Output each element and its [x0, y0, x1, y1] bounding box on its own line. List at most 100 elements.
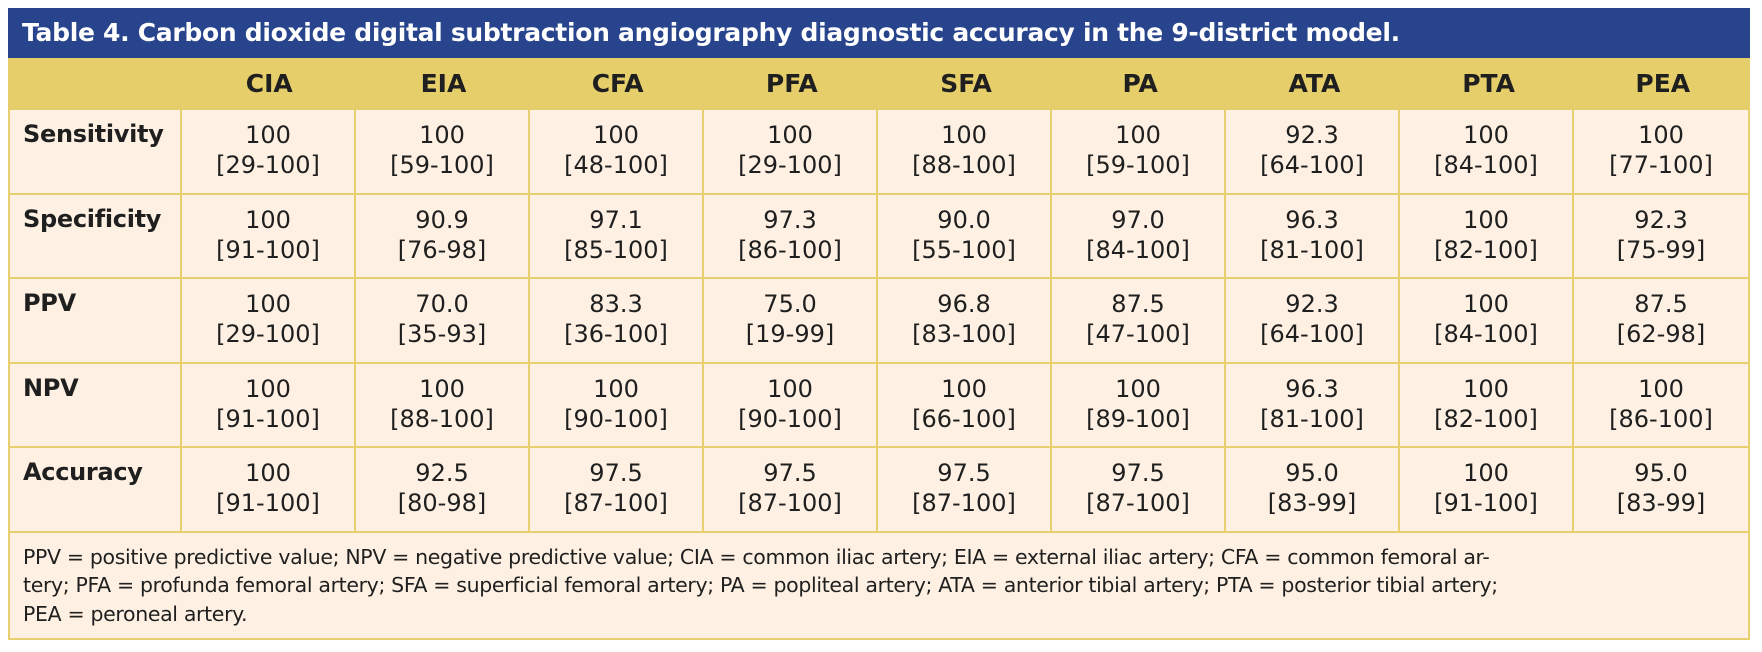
cell-value: 97.0	[1111, 205, 1165, 234]
cell-confidence-interval: [89-100]	[1086, 404, 1190, 433]
column-header-pea: PEA	[1635, 69, 1691, 98]
table-cell: 100 [48-100]	[530, 110, 705, 193]
cell-value: 100	[245, 459, 291, 487]
table-cell: 70.0 [35-93]	[356, 279, 531, 362]
cell-value: 97.1	[589, 205, 643, 234]
cell-confidence-interval: [59-100]	[1086, 151, 1190, 179]
table-cell: 97.5 [87-100]	[1052, 448, 1227, 531]
column-header-blank	[8, 58, 182, 110]
cell-confidence-interval: [48-100]	[564, 151, 668, 179]
column-header-cia: CIA	[245, 69, 293, 98]
cell-value: 100	[1115, 374, 1161, 403]
cell-value: 96.8	[937, 290, 991, 318]
table-cell: 100 [91-100]	[182, 194, 357, 277]
table-title: Table 4. Carbon dioxide digital subtract…	[8, 8, 1750, 58]
row-label: Specificity	[10, 194, 183, 277]
footnote-line: PEA = peroneal artery.	[23, 601, 248, 626]
cell-value: 100	[593, 374, 639, 403]
cell-value: 95.0	[1634, 459, 1688, 487]
cell-confidence-interval: [90-100]	[564, 404, 668, 433]
table-cell: 100 [29-100]	[182, 110, 357, 193]
column-header-pa: PA	[1122, 69, 1158, 98]
cell-confidence-interval: [66-100]	[912, 404, 1016, 433]
cell-value: 92.5	[415, 459, 469, 487]
row-label: Accuracy	[10, 448, 183, 531]
cell-value: 100	[419, 374, 465, 403]
table-cell: 100 [84-100]	[1400, 279, 1575, 362]
table-cell: 100 [86-100]	[1574, 364, 1748, 447]
table-cell: 97.1 [85-100]	[530, 194, 705, 277]
cell-value: 87.5	[1111, 290, 1165, 318]
cell-value: 90.0	[937, 205, 991, 234]
column-header-sfa: SFA	[940, 69, 992, 98]
table-cell: 90.9 [76-98]	[356, 194, 531, 277]
cell-confidence-interval: [62-98]	[1616, 320, 1706, 348]
cell-value: 100	[1115, 121, 1161, 149]
cell-value: 100	[245, 290, 291, 318]
cell-confidence-interval: [86-100]	[738, 235, 842, 264]
cell-confidence-interval: [81-100]	[1260, 235, 1364, 264]
cell-value: 97.5	[589, 459, 643, 487]
cell-confidence-interval: [19-99]	[745, 320, 835, 348]
cell-value: 100	[593, 121, 639, 149]
cell-confidence-interval: [55-100]	[912, 235, 1016, 264]
cell-value: 100	[767, 121, 813, 149]
table-cell: 100 [82-100]	[1400, 194, 1575, 277]
cell-confidence-interval: [88-100]	[912, 151, 1016, 179]
cell-confidence-interval: [82-100]	[1434, 235, 1538, 264]
table-cell: 100 [59-100]	[1052, 110, 1227, 193]
cell-confidence-interval: [81-100]	[1260, 404, 1364, 433]
table-cell: 95.0 [83-99]	[1574, 448, 1748, 531]
cell-confidence-interval: [29-100]	[738, 151, 842, 179]
table-cell: 100 [77-100]	[1574, 110, 1748, 193]
table-cell: 97.5 [87-100]	[530, 448, 705, 531]
cell-value: 92.3	[1285, 121, 1339, 149]
cell-value: 87.5	[1634, 290, 1688, 318]
table-cell: 97.0 [84-100]	[1052, 194, 1227, 277]
column-header-cfa: CFA	[591, 69, 644, 98]
cell-value: 96.3	[1285, 374, 1339, 403]
table-cell: 100 [89-100]	[1052, 363, 1227, 446]
cell-value: 83.3	[589, 290, 643, 318]
cell-confidence-interval: [83-100]	[912, 320, 1016, 348]
table-cell: 100 [66-100]	[878, 363, 1053, 446]
table-cell: 83.3 [36-100]	[530, 279, 705, 362]
cell-confidence-interval: [91-100]	[216, 235, 320, 264]
cell-value: 100	[1463, 121, 1509, 149]
cell-value: 100	[1463, 374, 1509, 403]
cell-value: 100	[1638, 121, 1684, 149]
cell-confidence-interval: [84-100]	[1434, 151, 1538, 179]
cell-value: 92.3	[1285, 290, 1339, 318]
column-header-eia: EIA	[420, 69, 467, 98]
table-body: Sensitivity 100 [29-100] 100 [59-100] 100 [48-…	[8, 110, 1750, 533]
cell-value: 100	[1463, 459, 1509, 487]
cell-value: 100	[1463, 205, 1509, 234]
cell-confidence-interval: [76-98]	[397, 235, 487, 264]
table-cell: 87.5 [47-100]	[1052, 279, 1227, 362]
table-cell: 97.5 [87-100]	[878, 448, 1053, 531]
row-label: Sensitivity	[10, 110, 183, 193]
cell-confidence-interval: [91-100]	[1434, 489, 1538, 517]
data-table: Table 4. Carbon dioxide digital subtract…	[8, 8, 1750, 640]
table-cell: 100 [90-100]	[704, 363, 879, 446]
cell-confidence-interval: [83-99]	[1267, 489, 1357, 517]
column-header-pfa: PFA	[765, 69, 818, 98]
table-header-row: CIA EIA CFA PFA SFA PA ATA PTA PEA	[8, 58, 1750, 110]
table-cell: 92.3 [64-100]	[1226, 110, 1401, 193]
cell-value: 96.3	[1285, 205, 1339, 234]
cell-confidence-interval: [87-100]	[912, 489, 1016, 517]
table-cell: 100 [29-100]	[182, 279, 357, 362]
table-cell: 100 [88-100]	[878, 110, 1053, 193]
cell-value: 100	[1638, 374, 1684, 403]
table-cell: 100 [29-100]	[704, 110, 879, 193]
table-row: Specificity 100 [91-100] 90.9 [76-98] 97.1 [85…	[8, 194, 1750, 279]
table-cell: 95.0 [83-99]	[1226, 448, 1401, 531]
table-row: Accuracy 100 [91-100] 92.5 [80-98] 97.5 [87-10…	[8, 448, 1750, 533]
cell-value: 100	[245, 205, 291, 234]
cell-value: 100	[941, 121, 987, 149]
cell-confidence-interval: [87-100]	[1086, 489, 1190, 517]
cell-value: 92.3	[1634, 205, 1688, 234]
cell-confidence-interval: [75-99]	[1616, 235, 1706, 264]
cell-value: 100	[941, 374, 987, 403]
cell-confidence-interval: [85-100]	[564, 235, 668, 264]
